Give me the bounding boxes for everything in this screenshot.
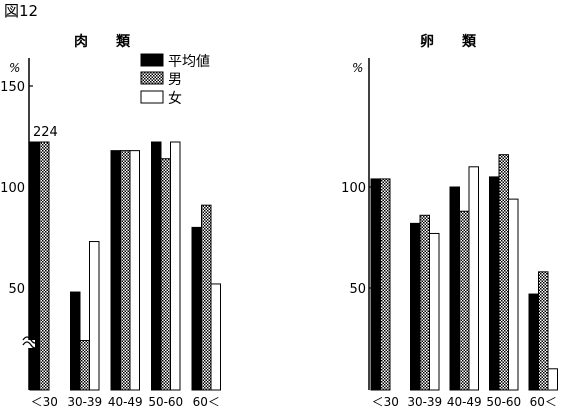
bar-male <box>498 154 509 391</box>
bar-male <box>380 178 391 391</box>
bar-avg <box>151 141 162 391</box>
chart-title: 肉 類 <box>74 33 131 50</box>
y-tick-label: 100 <box>0 181 25 196</box>
meat-chart: 肉 類% 50 100 150 ＜30 30-39 40-49 50-60 60＜ 224 <box>0 33 221 409</box>
bar-male <box>120 150 131 391</box>
axis-break-mark <box>22 336 40 344</box>
bar-avg <box>489 176 500 391</box>
legend-swatch-male <box>140 71 164 85</box>
chart-title: 卵 類 <box>420 33 477 50</box>
bar-male <box>538 271 549 391</box>
bar-male <box>79 340 90 391</box>
bar-male <box>39 141 50 391</box>
x-category-label: 30-39 <box>407 395 442 409</box>
legend-swatch-female <box>140 90 164 104</box>
value-annotation: 224 <box>33 125 58 140</box>
y-tick-label: 50 <box>349 282 366 297</box>
y-tick-label: 100 <box>341 181 366 196</box>
figure-label: 図12 <box>4 2 38 20</box>
bar-male <box>459 210 470 391</box>
x-category-label: ＜30 <box>372 395 399 409</box>
legend-label-female: 女 <box>168 90 182 107</box>
x-category-label: ＜30 <box>31 395 58 409</box>
x-category-label: 60＜ <box>193 395 220 409</box>
bar-female <box>129 150 140 391</box>
bar-avg <box>70 291 81 391</box>
axis-break-mark <box>22 341 40 349</box>
bar-avg <box>449 186 460 391</box>
bar-female <box>89 241 100 391</box>
x-category-label: 50-60 <box>148 395 183 409</box>
bar-avg <box>370 178 381 391</box>
bar-avg <box>410 222 421 391</box>
legend-label-avg: 平均値 <box>168 54 210 70</box>
bar-avg <box>528 293 539 391</box>
bar-female <box>547 368 558 391</box>
bar-male <box>160 158 171 391</box>
bar-female <box>508 198 519 391</box>
bar-male <box>419 214 430 391</box>
bar-female <box>210 283 221 391</box>
legend-label-male: 男 <box>168 72 182 88</box>
x-category-label: 40-49 <box>108 395 143 409</box>
bar-avg <box>191 226 202 391</box>
y-tick-label: 50 <box>8 282 25 297</box>
legend-swatch-avg <box>140 53 164 67</box>
x-category-label: 60＜ <box>530 395 557 409</box>
x-category-label: 30-39 <box>67 395 102 409</box>
bar-female <box>170 141 181 391</box>
bar-avg <box>29 141 40 391</box>
bar-female <box>468 166 479 391</box>
bar-female <box>429 232 440 391</box>
y-unit-label: % <box>352 61 363 75</box>
x-category-label: 40-49 <box>447 395 482 409</box>
bar-avg <box>110 150 121 391</box>
y-unit-label: % <box>9 61 20 75</box>
x-category-label: 50-60 <box>486 395 521 409</box>
bar-male <box>201 204 212 391</box>
egg-chart: 卵 類% 50 100 ＜30 30-39 40-49 50-60 60＜ <box>341 33 558 409</box>
y-tick-label: 150 <box>0 80 25 95</box>
